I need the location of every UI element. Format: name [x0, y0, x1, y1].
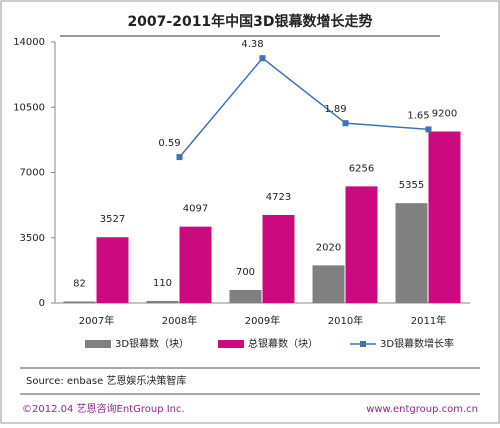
line — [178, 57, 429, 158]
footer-right: www.entgroup.com.cn — [366, 404, 478, 415]
data-label: 3527 — [100, 214, 125, 225]
data-label: 1.65 — [407, 110, 429, 121]
x-tick-label: 2008年 — [162, 314, 197, 327]
data-label: 5355 — [399, 180, 424, 191]
data-label: 6256 — [349, 163, 374, 174]
data-label: 2020 — [316, 242, 341, 253]
x-tick-label: 2009年 — [245, 314, 280, 327]
data-label: 0.59 — [158, 138, 180, 149]
y-tick-label: 0 — [39, 298, 45, 309]
data-label: 82 — [73, 278, 86, 289]
legend-swatch — [85, 340, 111, 348]
data-label: 1.89 — [324, 104, 346, 115]
y-tick-label: 3500 — [20, 233, 45, 244]
y-tick-label: 7000 — [20, 168, 45, 179]
data-label: 4097 — [183, 204, 208, 215]
x-tick-label: 2007年 — [79, 314, 114, 327]
legend-label: 3D银幕数（块） — [115, 337, 189, 350]
bar — [229, 289, 262, 303]
bar — [345, 186, 378, 303]
line-marker — [259, 55, 266, 62]
bar — [179, 226, 212, 303]
bar — [96, 237, 129, 303]
chart-title: 2007-2011年中国3D银幕数增长走势 — [127, 13, 372, 30]
footer-left: ©2012.04 艺恩咨询EntGroup Inc. — [22, 402, 185, 415]
y-tick-label: 14000 — [13, 37, 45, 48]
legend-swatch-marker — [360, 341, 366, 347]
bar — [312, 265, 345, 303]
source: Source: enbase 艺恩娱乐决策智库 — [26, 374, 186, 387]
legend-label: 3D银幕数增长率 — [380, 337, 454, 350]
data-label: 110 — [153, 278, 172, 289]
line-marker — [342, 120, 349, 127]
legend-swatch — [218, 340, 244, 348]
data-label: 9200 — [432, 108, 457, 119]
bar — [262, 214, 295, 303]
bar — [146, 300, 179, 303]
bar — [63, 301, 96, 303]
data-label: 4723 — [266, 192, 291, 203]
line-marker — [176, 154, 183, 161]
data-label: 700 — [236, 267, 255, 278]
bar — [395, 203, 428, 303]
x-tick-label: 2010年 — [328, 314, 363, 327]
y-tick-label: 10500 — [13, 102, 45, 113]
x-tick-label: 2011年 — [411, 314, 446, 327]
data-label: 4.38 — [241, 39, 263, 50]
legend-label: 总银幕数（块） — [248, 337, 318, 350]
bar — [428, 131, 461, 303]
line-marker — [425, 126, 432, 133]
